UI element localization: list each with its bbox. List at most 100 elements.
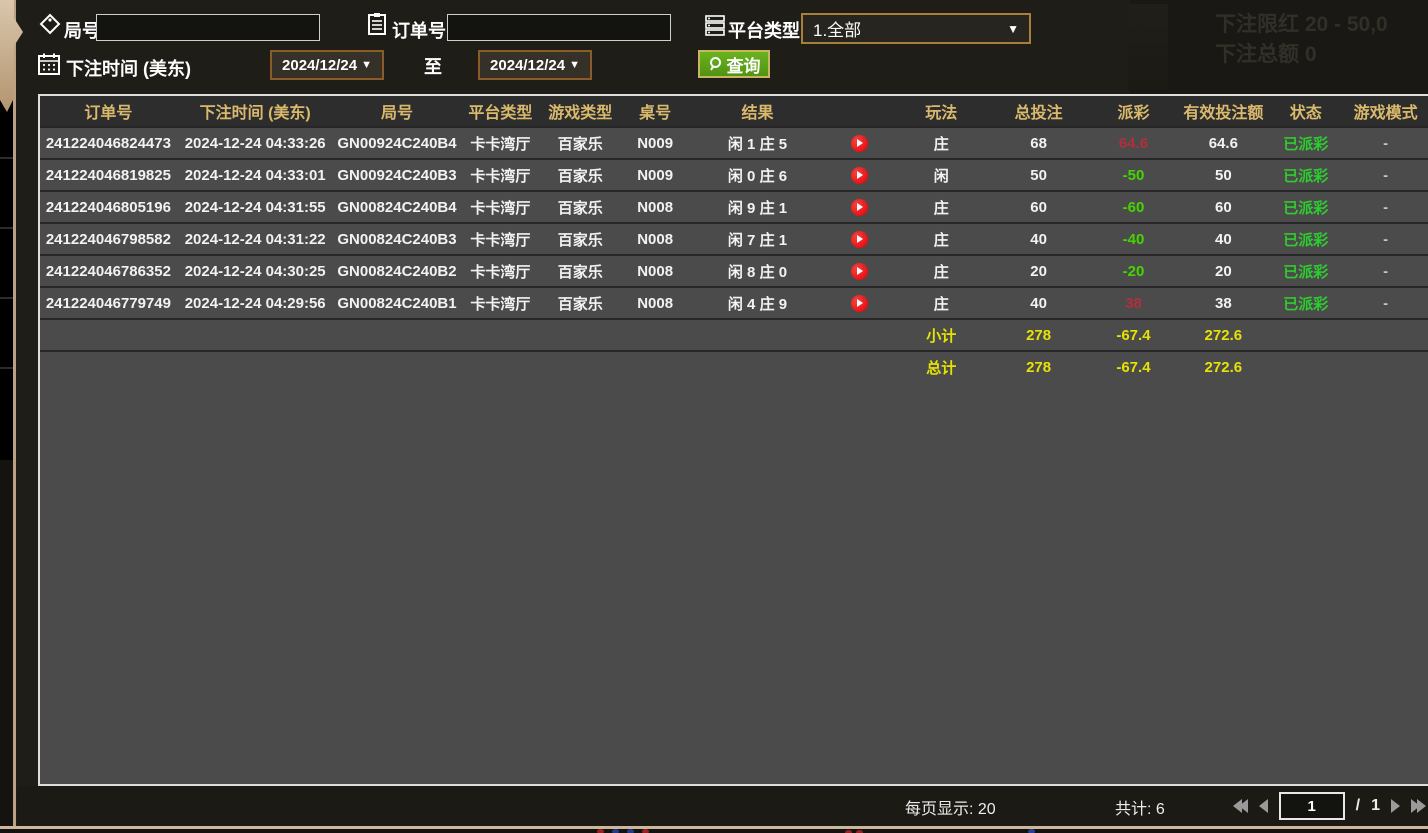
play-video-button[interactable] [850, 134, 868, 152]
cell-time: 2024-12-24 04:31:55 [184, 198, 326, 216]
table-row: 241224046805196 2024-12-24 04:31:55 GN0082… [40, 190, 1428, 222]
play-video-button[interactable] [850, 262, 868, 280]
cell-platform: 卡卡湾厅 [470, 135, 531, 153]
cell-valid: 50 [1214, 166, 1232, 184]
play-video-button[interactable] [850, 198, 868, 216]
order-number-label: 订单号 [392, 21, 446, 41]
cell-order: 241224046819825 [45, 166, 171, 184]
play-icon [857, 267, 864, 276]
column-header: 有效投注额 [1183, 105, 1264, 122]
cell-round: GN00824C240B1 [337, 294, 457, 312]
column-header: 局号 [380, 105, 413, 122]
cell-round: GN00824C240B4 [337, 198, 457, 216]
cell-order: 241224046798582 [45, 230, 171, 248]
round-number-label: 局号 [64, 21, 100, 41]
play-icon [857, 171, 864, 180]
cell-total-play: 总计 [926, 359, 957, 377]
play-icon [857, 139, 864, 148]
cell-payout: 64.6 [1118, 134, 1149, 152]
cell-game: 百家乐 [557, 135, 603, 153]
column-header: 总投注 [1014, 105, 1063, 122]
cell-play: 庄 [933, 135, 949, 153]
query-button-label: 查询 [726, 56, 761, 76]
table-row: 241224046786352 2024-12-24 04:30:25 GN0082… [40, 254, 1428, 286]
cell-table: N008 [637, 230, 674, 248]
cell-time: 2024-12-24 04:31:22 [184, 230, 326, 248]
platform-type-value: 1.全部 [813, 21, 862, 40]
cell-play: 庄 [933, 231, 949, 249]
cell-table: N008 [637, 294, 674, 312]
column-header: 结果 [741, 105, 774, 122]
table-row: 241224046824473 2024-12-24 04:33:26 GN0092… [40, 126, 1428, 158]
cell-payout: -20 [1122, 262, 1145, 280]
last-page-button[interactable] [1411, 799, 1426, 813]
background-artifact [856, 830, 863, 833]
cell-status: 已派彩 [1283, 295, 1329, 313]
cell-play: 庄 [933, 295, 949, 313]
column-header: 游戏模式 [1353, 105, 1418, 122]
cell-platform: 卡卡湾厅 [470, 167, 531, 185]
cell-mode: - [1383, 166, 1389, 184]
cell-play: 闲 [933, 167, 949, 185]
order-number-input[interactable] [447, 14, 671, 41]
background-artifact [627, 829, 634, 833]
query-button[interactable]: 查询 [698, 50, 770, 78]
play-video-button[interactable] [850, 166, 868, 184]
cell-valid: 64.6 [1208, 134, 1238, 152]
cell-game: 百家乐 [557, 167, 603, 185]
platform-type-select[interactable]: 1.全部 ▼ [801, 13, 1031, 44]
cell-mode: - [1383, 230, 1389, 248]
cell-video [825, 166, 894, 184]
cell-payout: 38 [1125, 294, 1142, 312]
background-bet-limit-text: 下注限红 20 - 50,0 [1215, 13, 1388, 36]
cell-video [825, 134, 894, 152]
play-video-button[interactable] [850, 294, 868, 312]
first-page-button[interactable] [1232, 799, 1248, 813]
cell-platform: 卡卡湾厅 [470, 295, 531, 313]
play-video-button[interactable] [850, 230, 868, 248]
cell-total-payout: -67.4 [1116, 358, 1151, 376]
cell-video [825, 230, 894, 248]
bet-time-label: 下注时间 (美东) [66, 59, 191, 79]
date-from-value: 2024/12/24 [282, 56, 358, 74]
per-page-text: 每页显示: 20 [905, 801, 996, 818]
round-number-input[interactable] [96, 14, 320, 41]
cell-status: 已派彩 [1283, 199, 1329, 217]
cell-game: 百家乐 [557, 231, 603, 249]
date-to-picker[interactable]: 2024/12/24 ▼ [478, 50, 592, 80]
table-row: 241224046798582 2024-12-24 04:31:22 GN0082… [40, 222, 1428, 254]
cell-subtotal-payout: -67.4 [1116, 326, 1151, 344]
background-artifact [1028, 829, 1035, 833]
cell-result: 闲 7 庄 1 [727, 231, 788, 249]
date-range-to-label: 至 [424, 57, 442, 77]
footer-bar: 每页显示: 20 共计: 6 / 1 [17, 786, 1428, 826]
cell-subtotal-bet: 278 [1026, 326, 1052, 344]
page-number-input[interactable] [1278, 792, 1345, 820]
chevron-down-icon: ▼ [569, 59, 580, 71]
cell-table: N009 [637, 166, 674, 184]
cell-result: 闲 8 庄 0 [727, 263, 788, 281]
platform-type-label: 平台类型 [728, 21, 800, 41]
cell-payout: -60 [1122, 198, 1145, 216]
cell-time: 2024-12-24 04:30:25 [184, 262, 326, 280]
cell-round: GN00824C240B3 [337, 230, 457, 248]
cell-mode: - [1383, 198, 1389, 216]
cell-total-bet: 278 [1026, 358, 1052, 376]
cell-order: 241224046805196 [45, 198, 171, 216]
cell-table: N008 [637, 262, 674, 280]
date-from-picker[interactable]: 2024/12/24 ▼ [270, 50, 384, 80]
next-page-button[interactable] [1391, 799, 1400, 813]
play-icon [857, 235, 864, 244]
table-row: 241224046819825 2024-12-24 04:33:01 GN0092… [40, 158, 1428, 190]
background-divider-line [13, 0, 16, 833]
cell-subtotal-valid: 272.6 [1204, 326, 1243, 344]
previous-page-button[interactable] [1258, 799, 1268, 813]
page-count: 1 [1371, 797, 1380, 814]
cell-valid: 40 [1214, 230, 1232, 248]
column-header: 游戏类型 [548, 105, 613, 122]
column-header: 状态 [1289, 105, 1322, 122]
table-header-row: 订单号 下注时间 (美东) 局号 平台类型 游戏类型 桌号 结果 玩法 总投注 派彩 有效投注额 状态… [40, 96, 1428, 126]
cell-table: N009 [637, 134, 674, 152]
cell-game: 百家乐 [557, 199, 603, 217]
background-artifact [612, 829, 619, 833]
